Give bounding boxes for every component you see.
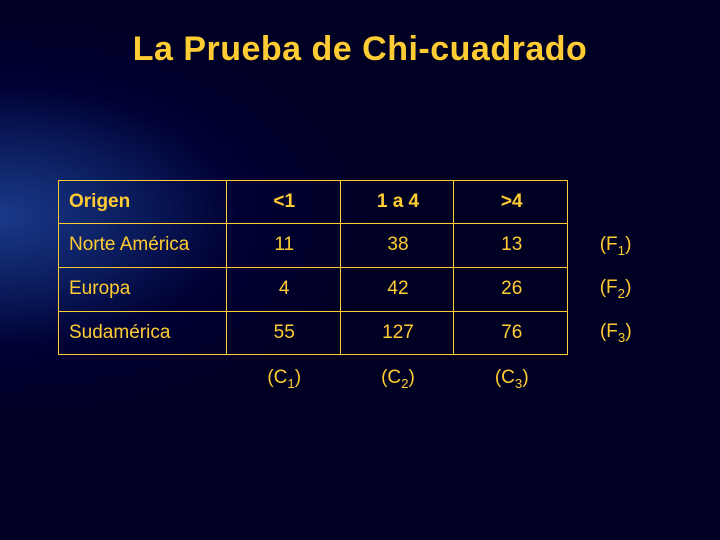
row-label: Sudamérica xyxy=(59,311,227,355)
origin-header: Origen xyxy=(59,181,227,224)
footer-spacer xyxy=(59,355,227,401)
col-header-1: <1 xyxy=(226,181,340,224)
col-header-3: >4 xyxy=(454,181,568,224)
table-row: Europa 4 42 26 (F2) xyxy=(59,267,662,311)
chi-square-table: Origen <1 1 a 4 >4 Norte América 11 38 1… xyxy=(58,180,662,401)
cell: 4 xyxy=(226,267,340,311)
cell: 13 xyxy=(454,224,568,268)
slide-title: La Prueba de Chi-cuadrado xyxy=(0,30,720,69)
table-row: Norte América 11 38 13 (F1) xyxy=(59,224,662,268)
cell: 42 xyxy=(340,267,454,311)
table-footer-row: (C1) (C2) (C3) xyxy=(59,355,662,401)
col-marginal-label: (C2) xyxy=(340,355,454,401)
cell: 38 xyxy=(340,224,454,268)
table-row: Sudamérica 55 127 76 (F3) xyxy=(59,311,662,355)
cell: 55 xyxy=(226,311,340,355)
footer-spacer xyxy=(568,355,662,401)
cell: 127 xyxy=(340,311,454,355)
row-marginal-label: (F3) xyxy=(568,311,662,355)
cell: 76 xyxy=(454,311,568,355)
fmark-header-spacer xyxy=(568,181,662,224)
cell: 11 xyxy=(226,224,340,268)
row-marginal-label: (F1) xyxy=(568,224,662,268)
col-marginal-label: (C1) xyxy=(226,355,340,401)
row-label: Norte América xyxy=(59,224,227,268)
row-label: Europa xyxy=(59,267,227,311)
col-marginal-label: (C3) xyxy=(454,355,568,401)
chi-square-table-wrap: Origen <1 1 a 4 >4 Norte América 11 38 1… xyxy=(58,180,662,401)
table-header-row: Origen <1 1 a 4 >4 xyxy=(59,181,662,224)
cell: 26 xyxy=(454,267,568,311)
row-marginal-label: (F2) xyxy=(568,267,662,311)
col-header-2: 1 a 4 xyxy=(340,181,454,224)
